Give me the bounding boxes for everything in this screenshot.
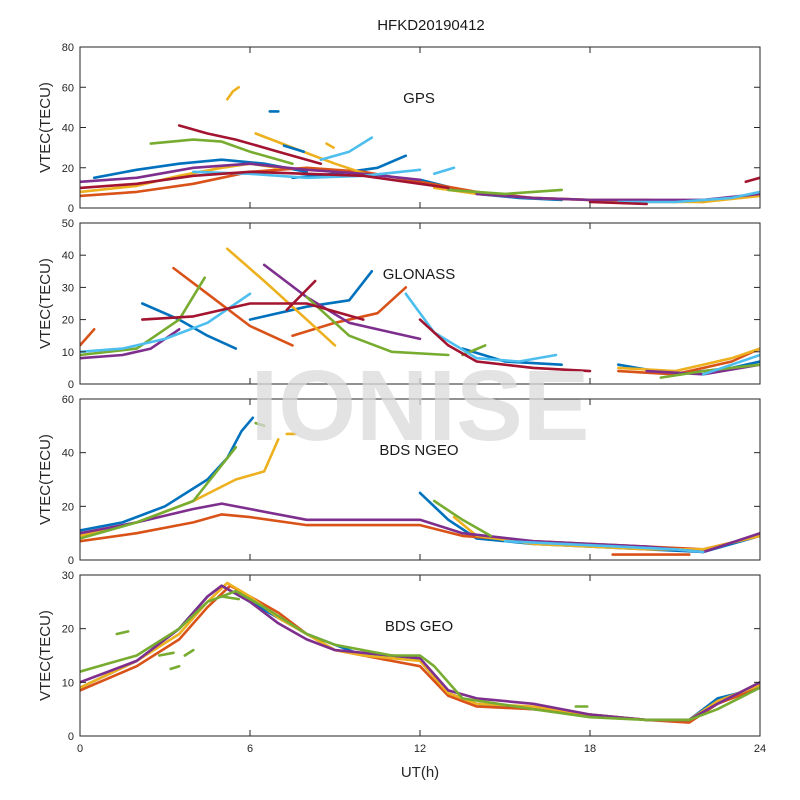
panel-2-y-axis-label: VTEC(TECU) <box>37 434 54 525</box>
panel-0-series-line-13 <box>319 136 374 161</box>
panel-1-series-line-18 <box>404 292 558 363</box>
panel-3-y-axis-label: VTEC(TECU) <box>37 610 54 701</box>
panel-0-series-line-15 <box>617 190 760 204</box>
panel-3-series-line-9 <box>220 595 240 601</box>
panel-0-y-axis-label: VTEC(TECU) <box>37 82 54 173</box>
panel-1-plot-area <box>80 223 760 384</box>
panel-3-series-line-8 <box>183 648 195 657</box>
panel-2-y-tick-label-2: 40 <box>62 448 74 460</box>
panel-2-series-line-11 <box>503 539 705 554</box>
panel-2-series-line-10 <box>254 421 266 428</box>
panel-1-series-line-22 <box>285 279 317 312</box>
panel-3-y-tick-label-1: 10 <box>62 677 74 689</box>
panel-1-series-line-5 <box>172 266 294 347</box>
panel-3-series-group <box>80 581 760 724</box>
x-tick-label-4: 24 <box>754 743 766 755</box>
panel-0-series-line-5 <box>254 132 379 180</box>
panel-3-series-line-7 <box>169 664 181 671</box>
x-tick-label-3: 18 <box>584 743 596 755</box>
panel-0-series-line-16 <box>177 124 323 165</box>
panel-2-y-tick-label-0: 0 <box>68 555 74 567</box>
panel-1-series-line-21 <box>418 318 592 373</box>
panel-1-series-line-16 <box>659 363 760 379</box>
panel-1-y-axis-label: VTEC(TECU) <box>37 258 54 349</box>
panel-2-y-tick-label-3: 60 <box>62 394 74 406</box>
panel-0-y-tick-label-1: 20 <box>62 163 74 175</box>
panel-1-y-tick-label-2: 20 <box>62 315 74 327</box>
panel-0-series-group <box>80 86 760 206</box>
x-axis-label: UT(h) <box>401 764 439 781</box>
panel-1-series-line-14 <box>305 295 450 357</box>
panel-2-series-line-7 <box>80 502 760 554</box>
panel-1-series-line-11 <box>262 263 422 341</box>
panel-0-y-tick-label-2: 40 <box>62 123 74 135</box>
panel-1-series-line-19 <box>702 353 760 376</box>
panel-3-y-tick-label-3: 30 <box>62 570 74 582</box>
panel-0-series-line-8 <box>80 162 422 184</box>
panel-1-series-line-17 <box>80 292 252 354</box>
panel-0-series-line-14 <box>432 166 456 176</box>
panel-2-series-group <box>80 416 760 556</box>
panel-0-y-tick-label-0: 0 <box>68 203 74 215</box>
panel-0-y-tick-label-3: 60 <box>62 82 74 94</box>
panel-2-plot-area <box>80 399 760 560</box>
panel-2-series-line-8 <box>80 446 238 540</box>
panel-1-y-tick-label-4: 40 <box>62 250 74 262</box>
panel-0-y-tick-label-4: 80 <box>62 42 74 54</box>
panel-2-y-tick-label-1: 20 <box>62 501 74 513</box>
panel-1-series-line-9 <box>617 347 760 373</box>
chart-title: HFKD20190412 <box>377 17 485 34</box>
panel-0-series-line-17 <box>80 170 450 190</box>
panel-1-series-line-1 <box>248 270 374 321</box>
panel-3-series-line-5 <box>115 630 130 636</box>
panel-0-series-line-19 <box>744 176 760 184</box>
x-tick-label-0: 0 <box>77 743 83 755</box>
panel-1-series-line-13 <box>80 276 206 357</box>
panel-0-series-line-11 <box>447 188 563 196</box>
panel-0-label: GPS <box>403 90 435 107</box>
x-tick-label-1: 6 <box>247 743 253 755</box>
panel-3-y-tick-label-2: 20 <box>62 624 74 636</box>
panel-0-series-line-18 <box>588 200 648 206</box>
panel-2-series-line-0 <box>80 416 255 532</box>
panel-1-y-tick-label-1: 10 <box>62 347 74 359</box>
panel-1-y-tick-label-5: 50 <box>62 218 74 230</box>
panel-3: 0 10 20 30 0 6 12 18 24 VTEC(TECU) BDS GEO <box>37 570 766 755</box>
watermark-text: IONISE <box>251 350 590 462</box>
panel-2-series-line-9 <box>432 499 493 538</box>
panel-1-y-tick-label-3: 30 <box>62 282 74 294</box>
panel-3-label: BDS GEO <box>385 618 453 635</box>
panel-3-series-line-6 <box>158 651 175 657</box>
panel-1-label: GLONASS <box>383 266 456 283</box>
panel-1-series-group <box>80 247 760 379</box>
x-tick-label-2: 12 <box>414 743 426 755</box>
panel-1-series-line-8 <box>226 247 337 347</box>
panel-3-y-tick-label-0: 0 <box>68 731 74 743</box>
panel-0-series-line-7 <box>226 86 240 101</box>
panel-0-series-line-22 <box>325 142 335 149</box>
panel-0: 0 20 40 60 80 VTEC(TECU) GPS <box>37 42 761 215</box>
panel-1-series-line-7 <box>617 347 760 376</box>
panel-1: 0 10 20 30 40 50 VTEC(TECU) GLONASS <box>37 218 761 391</box>
panel-2-label: BDS NGEO <box>379 442 458 459</box>
panel-0-series-line-10 <box>149 138 294 165</box>
panel-1-series-line-20 <box>141 302 365 321</box>
panel-1-series-line-4 <box>80 328 96 347</box>
panel-3-series-line-4 <box>80 589 760 722</box>
panel-2: 0 20 40 60 VTEC(TECU) BDS NGEO <box>37 394 761 567</box>
panel-0-series-line-21 <box>282 144 306 153</box>
panel-1-y-tick-label-0: 0 <box>68 379 74 391</box>
